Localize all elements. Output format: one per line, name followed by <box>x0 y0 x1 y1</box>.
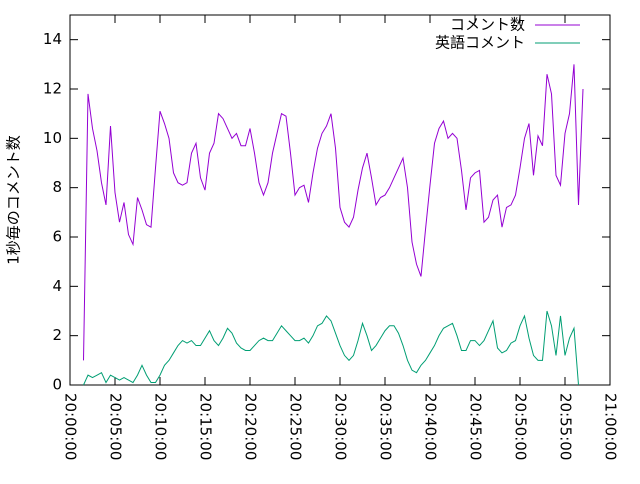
y-axis-label: 1秒毎のコメント数 <box>5 135 23 265</box>
x-tick-label: 20:10:00 <box>152 393 170 460</box>
plot-border <box>69 14 611 386</box>
x-tick-label: 20:20:00 <box>242 393 260 460</box>
y-tick-label: 8 <box>52 178 62 196</box>
x-tick-label: 20:40:00 <box>422 393 440 460</box>
y-tick-label: 2 <box>52 326 62 344</box>
x-tick-label: 20:30:00 <box>332 393 350 460</box>
x-tick-label: 20:05:00 <box>107 393 125 460</box>
x-tick-label: 20:15:00 <box>197 393 215 460</box>
y-tick-label: 6 <box>52 228 62 246</box>
x-tick-label: 20:45:00 <box>467 393 485 460</box>
series-line <box>83 310 579 386</box>
y-tick-label: 12 <box>43 80 62 98</box>
x-tick-label: 20:35:00 <box>377 393 395 460</box>
y-tick-label: 4 <box>52 277 62 295</box>
x-tick-label: 20:25:00 <box>287 393 305 460</box>
x-tick-label: 20:50:00 <box>512 393 530 460</box>
legend-label: コメント数 <box>450 16 525 34</box>
x-tick-label: 21:00:00 <box>602 393 620 460</box>
x-tick-label: 20:55:00 <box>557 393 575 460</box>
legend-label: 英語コメント <box>435 34 525 52</box>
x-tick-label: 20:00:00 <box>62 393 80 460</box>
series-line <box>83 64 584 361</box>
y-tick-label: 10 <box>43 129 62 147</box>
y-tick-label: 14 <box>43 30 62 48</box>
y-tick-label: 0 <box>52 376 62 394</box>
